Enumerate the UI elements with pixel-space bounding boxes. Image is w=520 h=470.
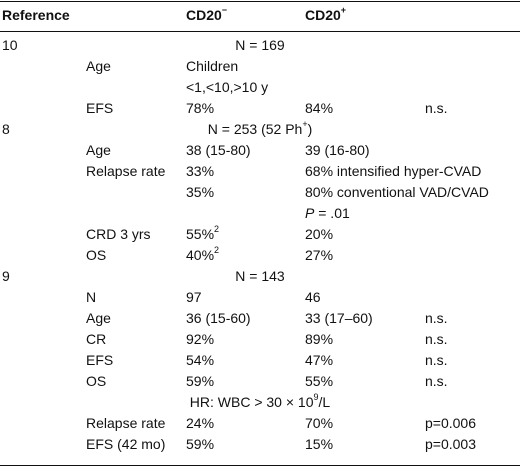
row-label: OS (86, 247, 107, 263)
cohort-size: N = 253 (52 Ph+) (207, 119, 313, 137)
row-label: OS (86, 373, 107, 389)
row-label: Age (86, 310, 111, 326)
bottom-rule (0, 465, 520, 466)
table-row: N 97 46 (0, 287, 520, 308)
row-label: CR (86, 331, 107, 347)
p-value: p=0.003 (425, 436, 476, 452)
table-row: 9 N = 143 (0, 266, 520, 287)
p-value: n.s. (425, 373, 448, 389)
cd20-positive-value: 27% (305, 247, 334, 263)
row-label: N (86, 289, 97, 305)
cd20-positive-value: 20% (305, 226, 334, 242)
table-row: Age 36 (15-60) 33 (17–60) n.s. (0, 308, 520, 329)
cd20-negative-value: 36 (15-60) (186, 310, 251, 326)
table-row: CRD 3 yrs 55%2 20% (0, 224, 520, 245)
cohort-size: N = 169 (235, 37, 285, 53)
table-row: <1,<10,>10 y (0, 77, 520, 98)
header-row: Reference CD20− CD20+ (0, 5, 520, 26)
cd20-negative-value: 38 (15-80) (186, 142, 251, 158)
cd20-negative-value: 78% (186, 100, 215, 116)
row-label: Relapse rate (86, 163, 166, 179)
reference-number: 9 (2, 268, 10, 284)
header-cd20-negative: CD20− (186, 5, 228, 23)
cd20-negative-value: <1,<10,>10 y (186, 79, 269, 95)
p-value: n.s. (425, 352, 448, 368)
cd20-positive-value: 80% conventional VAD/CVAD (305, 184, 489, 200)
cd20-positive-value: 46 (305, 289, 321, 305)
row-label: Age (86, 142, 111, 158)
cd20-negative-value: 54% (186, 352, 215, 368)
cd20-negative-value: 40%2 (186, 245, 220, 263)
table-row: OS 40%2 27% (0, 245, 520, 266)
table-row: Age 38 (15-80) 39 (16-80) (0, 140, 520, 161)
cd20-positive-value: P = .01 (305, 205, 350, 221)
header-rule (0, 31, 520, 32)
cd20-negative-value: 55%2 (186, 224, 220, 242)
cd20-negative-value: 35% (186, 184, 215, 200)
reference-number: 8 (2, 121, 10, 137)
table-row: HR: WBC > 30 × 109/L (0, 392, 520, 413)
row-label: Relapse rate (86, 415, 166, 431)
cohort-size: N = 143 (235, 268, 285, 284)
cd20-negative-value: 59% (186, 436, 215, 452)
p-value: n.s. (425, 310, 448, 326)
cd20-negative-value: 59% (186, 373, 215, 389)
row-label: EFS (86, 100, 114, 116)
row-label: EFS (86, 352, 114, 368)
subgroup-heading: HR: WBC > 30 × 109/L (189, 392, 331, 410)
table-row: 8 N = 253 (52 Ph+) (0, 119, 520, 140)
header-cd20-positive: CD20+ (305, 5, 347, 23)
cd20-positive-value: 33 (17–60) (305, 310, 373, 326)
row-label: Age (86, 58, 111, 74)
table-row: EFS 54% 47% n.s. (0, 350, 520, 371)
cd20-negative-value: 92% (186, 331, 215, 347)
cd20-negative-value: 24% (186, 415, 215, 431)
p-value: p=0.006 (425, 415, 476, 431)
top-rule (0, 1, 520, 2)
cd20-negative-value: Children (186, 58, 239, 74)
table-row: Relapse rate 33% 68% intensified hyper-C… (0, 161, 520, 182)
cd20-positive-value: 70% (305, 415, 334, 431)
header-reference: Reference (2, 7, 70, 23)
table-row: OS 59% 55% n.s. (0, 371, 520, 392)
cd20-positive-value: 39 (16-80) (305, 142, 370, 158)
table-row: Relapse rate 24% 70% p=0.006 (0, 413, 520, 434)
cd20-positive-value: 15% (305, 436, 334, 452)
table-row: P = .01 (0, 203, 520, 224)
cd20-negative-value: 97 (186, 289, 202, 305)
reference-number: 10 (2, 37, 18, 53)
table-row: CR 92% 89% n.s. (0, 329, 520, 350)
cd20-positive-value: 47% (305, 352, 334, 368)
row-label: CRD 3 yrs (86, 226, 151, 242)
table-row: EFS 78% 84% n.s. (0, 98, 520, 119)
table-row: EFS (42 mo) 59% 15% p=0.003 (0, 434, 520, 455)
cd20-positive-value: 55% (305, 373, 334, 389)
cd20-positive-value: 84% (305, 100, 334, 116)
p-value: n.s. (425, 100, 448, 116)
table-row: 35% 80% conventional VAD/CVAD (0, 182, 520, 203)
cd20-positive-value: 89% (305, 331, 334, 347)
cd20-positive-value: 68% intensified hyper-CVAD (305, 163, 482, 179)
row-label: EFS (42 mo) (86, 436, 166, 452)
cd20-negative-value: 33% (186, 163, 215, 179)
table-row: Age Children (0, 56, 520, 77)
table-row: 10 N = 169 (0, 35, 520, 56)
p-value: n.s. (425, 331, 448, 347)
